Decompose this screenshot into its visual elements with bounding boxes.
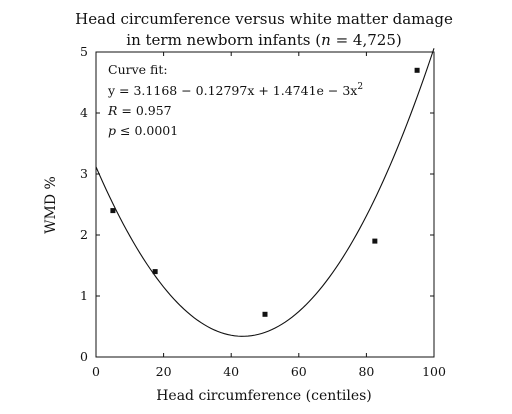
y-axis-ticks: 0 1 2 3 4 5	[80, 44, 434, 364]
plot-frame	[95, 51, 435, 358]
x-tick-label: 0	[92, 364, 100, 379]
chart-title-line-2: in term newborn infants (n = 4,725)	[126, 31, 401, 49]
chart-title-line-1: Head circumference versus white matter d…	[75, 10, 453, 28]
curve-fit-equation: y = 3.1168 − 0.12797x + 1.4741e − 3x2	[107, 82, 363, 98]
x-tick-label: 80	[358, 364, 374, 379]
curve-fit-heading: Curve fit:	[108, 62, 168, 77]
x-tick-label: 100	[422, 364, 446, 379]
fit-curve-group	[95, 48, 435, 337]
y-tick-label: 1	[80, 288, 88, 303]
curve-fit-r: R = 0.957	[107, 103, 172, 118]
data-points	[110, 67, 420, 317]
data-point	[372, 238, 378, 244]
x-tick-label: 40	[223, 364, 239, 379]
x-axis-label: Head circumference (centiles)	[156, 388, 372, 404]
curve-fit-p: p ≤ 0.0001	[108, 123, 178, 138]
data-point	[262, 311, 268, 317]
x-axis-ticks: 0 20 40 60 80 100	[92, 52, 446, 379]
y-tick-label: 5	[80, 44, 88, 59]
data-point	[152, 269, 158, 275]
data-point	[414, 67, 420, 73]
y-tick-label: 3	[80, 166, 88, 181]
data-point	[110, 208, 116, 214]
x-tick-label: 20	[156, 364, 172, 379]
y-tick-label: 2	[80, 227, 88, 242]
x-tick-label: 60	[291, 364, 307, 379]
plot-area	[95, 51, 435, 358]
y-tick-label: 4	[80, 105, 88, 120]
fit-curve	[95, 48, 435, 337]
y-axis-label: WMD %	[43, 176, 59, 234]
y-tick-label: 0	[80, 349, 88, 364]
curve-fit-annotation: Curve fit: y = 3.1168 − 0.12797x + 1.474…	[107, 62, 363, 138]
